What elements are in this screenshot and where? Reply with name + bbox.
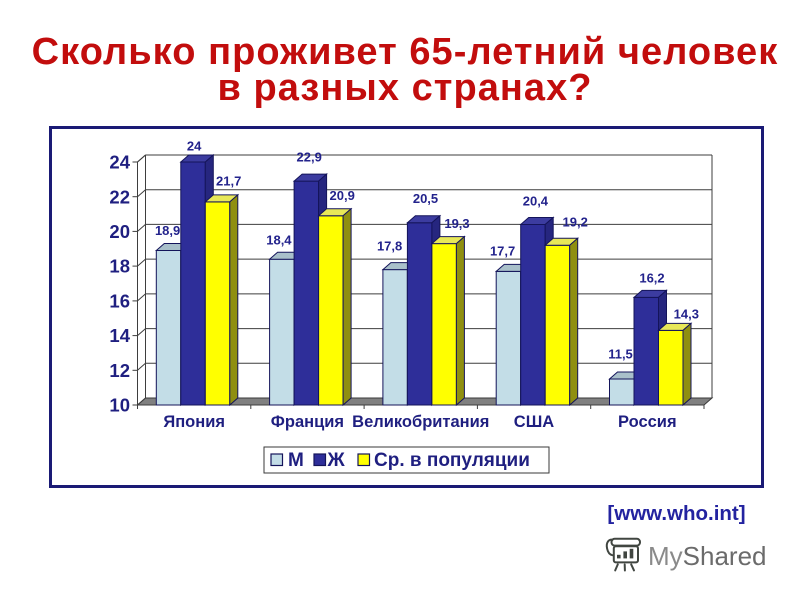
- svg-text:Великобритания: Великобритания: [352, 413, 489, 431]
- svg-text:20: 20: [109, 221, 130, 242]
- svg-text:14: 14: [109, 325, 130, 346]
- svg-text:24: 24: [187, 139, 202, 154]
- svg-text:19,3: 19,3: [444, 216, 469, 231]
- svg-text:Япония: Япония: [163, 413, 225, 431]
- svg-text:14,3: 14,3: [674, 307, 699, 322]
- svg-text:США: США: [514, 413, 554, 431]
- svg-text:24: 24: [109, 152, 130, 173]
- svg-text:11,5: 11,5: [608, 346, 633, 361]
- svg-text:16,2: 16,2: [639, 271, 664, 286]
- svg-text:20,4: 20,4: [523, 194, 549, 209]
- svg-text:[www.who.int]: [www.who.int]: [607, 502, 745, 525]
- svg-text:18: 18: [109, 256, 130, 277]
- svg-text:21,7: 21,7: [216, 173, 241, 188]
- svg-text:18,4: 18,4: [266, 233, 292, 248]
- svg-text:22: 22: [109, 186, 130, 207]
- svg-text:Ж: Ж: [327, 450, 346, 471]
- svg-text:10: 10: [109, 395, 130, 416]
- svg-text:17,7: 17,7: [490, 243, 515, 258]
- svg-text:Ср. в популяции: Ср. в популяции: [374, 450, 530, 471]
- svg-text:17,8: 17,8: [377, 239, 402, 254]
- svg-text:М: М: [288, 450, 304, 471]
- svg-text:12: 12: [109, 360, 130, 381]
- svg-text:20,9: 20,9: [330, 188, 355, 203]
- svg-text:Франция: Франция: [271, 413, 344, 431]
- svg-text:Россия: Россия: [618, 413, 677, 431]
- svg-text:19,2: 19,2: [563, 215, 588, 230]
- svg-text:18,9: 18,9: [155, 223, 180, 238]
- svg-text:MyShared: MyShared: [648, 541, 767, 571]
- svg-text:22,9: 22,9: [297, 150, 322, 165]
- svg-text:16: 16: [109, 291, 130, 312]
- svg-text:20,5: 20,5: [413, 191, 438, 206]
